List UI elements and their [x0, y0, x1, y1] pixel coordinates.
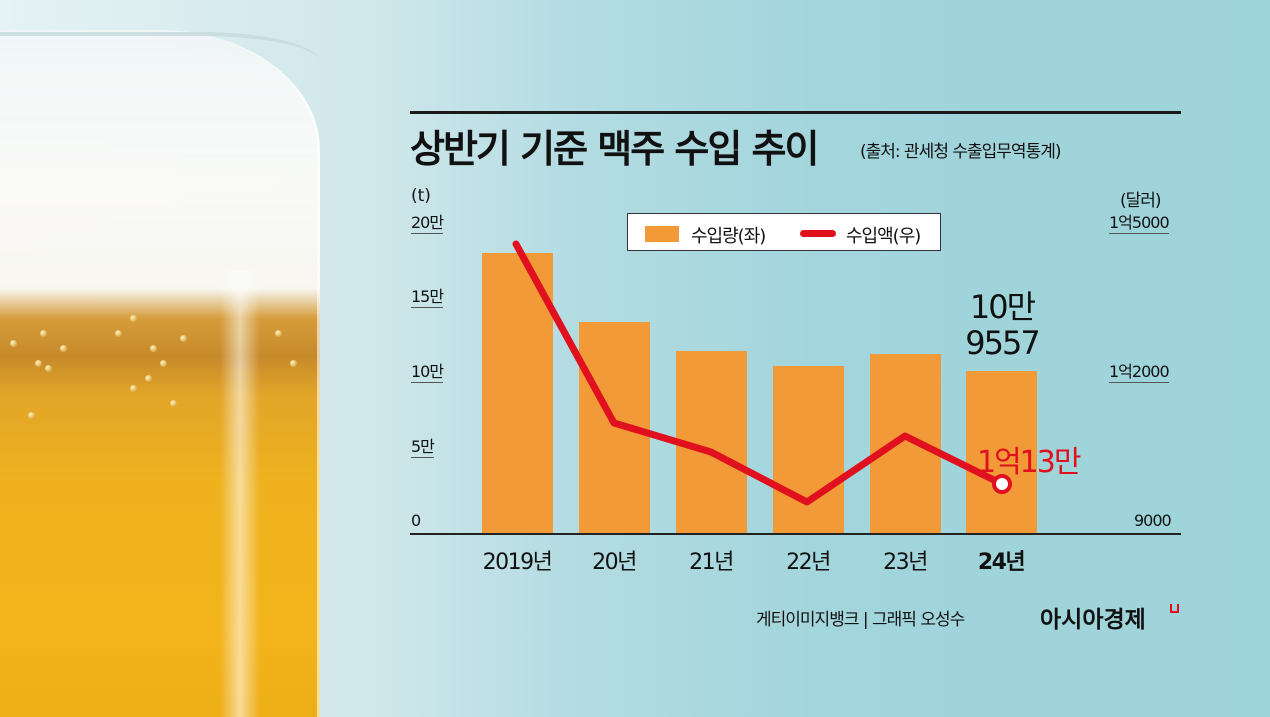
x-label-2023: 23년 [883, 550, 928, 575]
title-rule [410, 111, 1181, 114]
chart-title: 상반기 기준 맥주 수입 추이 [410, 127, 819, 171]
glass-rim [0, 32, 320, 62]
right-axis-unit: (달러) [1120, 191, 1162, 211]
legend-line-label: 수입액(우) [846, 226, 921, 247]
line-end-marker [992, 474, 1012, 494]
left-tick-200000: 20만 [411, 213, 444, 234]
legend-line-swatch [800, 230, 836, 237]
left-tick-100000: 10만 [411, 362, 444, 383]
bar-2022 [773, 366, 844, 533]
x-label-2024: 24년 [977, 550, 1026, 575]
left-tick-0: 0 [411, 511, 421, 530]
brand-logo: 아시아경제 [1040, 607, 1146, 633]
beer-glass-photo [0, 0, 330, 717]
right-tick-120m: 1억2000 [1109, 362, 1170, 383]
bar-2023 [870, 354, 941, 533]
bar-2024-annotation: 10만 9557 [965, 288, 1040, 362]
x-label-2019: 2019년 [482, 550, 553, 575]
left-tick-50000: 5만 [411, 437, 435, 458]
bar-annotation-line1: 10만 [969, 288, 1036, 326]
x-label-2022: 22년 [786, 550, 831, 575]
legend-bar-label: 수입량(좌) [691, 226, 766, 247]
left-tick-150000: 15만 [411, 287, 444, 308]
left-axis-unit: (t) [411, 186, 431, 206]
image-credit: 게티이미지뱅크 | 그래픽 오성수 [756, 610, 965, 630]
bar-annotation-line2: 9557 [965, 324, 1040, 362]
legend: 수입량(좌) 수입액(우) [627, 213, 941, 251]
right-tick-90m: 9000 [1134, 511, 1172, 530]
x-label-2020: 20년 [592, 550, 637, 575]
bar-2024 [966, 371, 1037, 533]
chart-source: (출처: 관세청 수출입무역통계) [860, 142, 1061, 162]
bar-2019 [482, 253, 553, 533]
beer-glass [0, 30, 320, 717]
right-tick-150m: 1억5000 [1109, 213, 1170, 234]
line-2024-annotation: 1억13만 [977, 445, 1081, 480]
bar-series [482, 253, 1037, 533]
brand-mark-icon [1170, 604, 1179, 613]
glass-highlight [220, 270, 260, 717]
line-series [512, 240, 1006, 506]
legend-bar-swatch [645, 226, 679, 242]
x-label-2021: 21년 [689, 550, 734, 575]
